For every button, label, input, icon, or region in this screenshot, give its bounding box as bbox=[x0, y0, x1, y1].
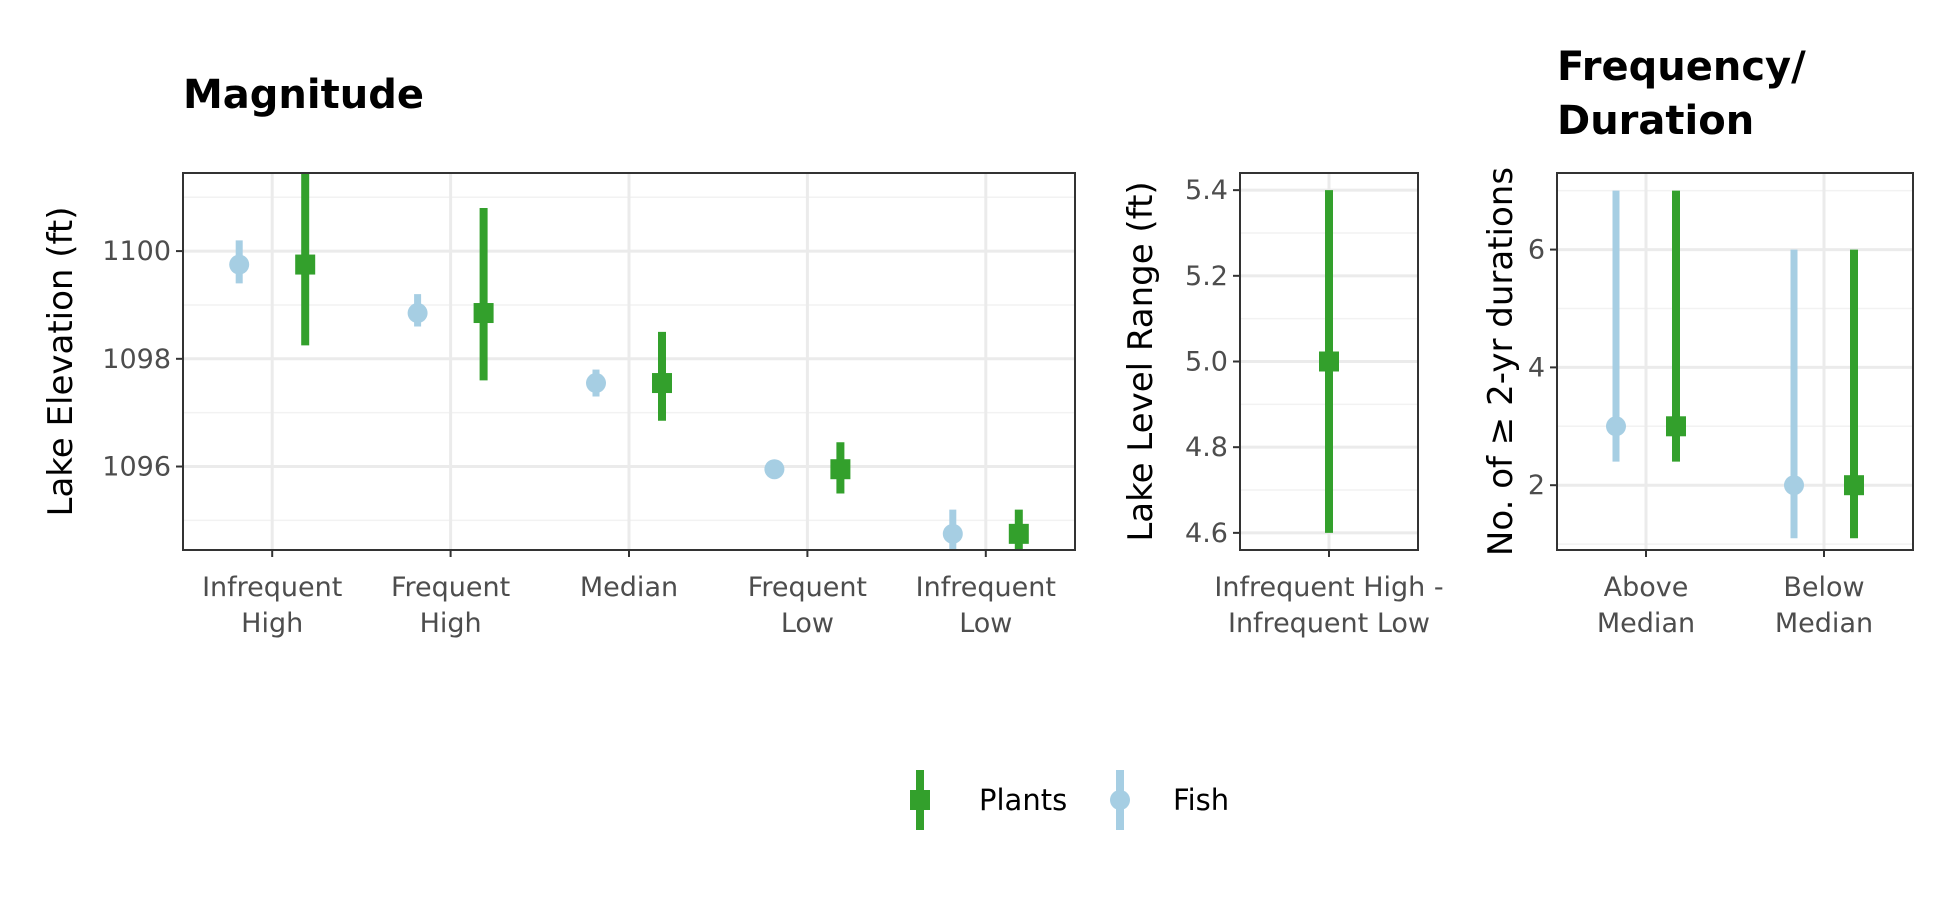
text-line: Median bbox=[1597, 608, 1695, 639]
x-tick-label: Infrequent High - Infrequent Low bbox=[1214, 572, 1443, 639]
x-tick-label: Frequent High bbox=[391, 572, 510, 639]
legend-item-fish: Fish bbox=[1110, 770, 1229, 830]
x-tick-label: Median bbox=[580, 572, 678, 603]
fish-point bbox=[586, 373, 606, 394]
plants-point bbox=[652, 373, 672, 394]
plants-point bbox=[1844, 475, 1864, 496]
y-tick-label: 1100 bbox=[102, 236, 171, 267]
y-tick-label: 4 bbox=[1528, 352, 1545, 383]
fish-point bbox=[407, 303, 428, 324]
x-tick-label: Below Median bbox=[1775, 572, 1873, 639]
text-line: Infrequent High - bbox=[1214, 572, 1443, 603]
y-axis-title: Lake Level Range (ft) bbox=[1121, 181, 1161, 541]
plants-point bbox=[473, 303, 494, 324]
y-tick-label: 2 bbox=[1528, 470, 1545, 501]
text-line: Duration bbox=[1557, 98, 1754, 144]
y-tick-label: 1096 bbox=[102, 452, 171, 483]
fish-point bbox=[942, 523, 963, 544]
text-line: Low bbox=[781, 608, 834, 639]
text-line: Magnitude bbox=[183, 72, 424, 118]
plants-point bbox=[295, 254, 316, 275]
y-tick-label: 1098 bbox=[102, 344, 171, 375]
plants-point bbox=[1666, 416, 1686, 437]
text-line: Median bbox=[580, 572, 678, 603]
text-line: Infrequent bbox=[916, 572, 1056, 603]
panel-border bbox=[1556, 172, 1914, 551]
text-line: Above bbox=[1604, 572, 1689, 603]
text-line: High bbox=[420, 608, 482, 639]
legend-label: Fish bbox=[1173, 783, 1229, 817]
text-line: Below bbox=[1783, 572, 1864, 603]
y-tick-label: 4.8 bbox=[1185, 432, 1228, 463]
text-line: Frequency/ bbox=[1557, 44, 1806, 90]
legend-key-square bbox=[910, 790, 930, 810]
x-tick-label: Above Median bbox=[1597, 572, 1695, 639]
fish-point bbox=[1784, 475, 1804, 496]
plants-point bbox=[1319, 351, 1339, 372]
fish-point bbox=[229, 254, 250, 275]
y-tick-label: 4.6 bbox=[1185, 518, 1228, 549]
legend-label: Plants bbox=[979, 783, 1067, 817]
text-line: Frequent bbox=[748, 572, 867, 603]
y-axis-title: Lake Elevation (ft) bbox=[41, 207, 81, 517]
legend-item-plants: Plants bbox=[910, 770, 1067, 830]
x-tick-label: Infrequent High bbox=[202, 572, 342, 639]
series-plants bbox=[1319, 190, 1339, 533]
text-line: Infrequent Low bbox=[1228, 608, 1430, 639]
text-line: High bbox=[241, 608, 303, 639]
legend: Plants Fish bbox=[910, 770, 1229, 830]
y-axis-title: No. of ≥ 2-yr durations bbox=[1481, 167, 1521, 556]
fish-point bbox=[764, 459, 785, 480]
y-tick-label: 5.0 bbox=[1185, 347, 1228, 378]
series-plants bbox=[295, 173, 1029, 550]
panel-1: 1096 1098 1100 Infrequent High Frequent High Me… bbox=[41, 72, 1076, 639]
text-line: Frequent bbox=[391, 572, 510, 603]
plants-point bbox=[1008, 523, 1029, 544]
y-tick-label: 5.2 bbox=[1185, 261, 1228, 292]
y-tick-label: 5.4 bbox=[1185, 175, 1228, 206]
text-line: Infrequent bbox=[202, 572, 342, 603]
series-fish bbox=[229, 240, 963, 550]
text-line: Low bbox=[959, 608, 1012, 639]
panels: 1096 1098 1100 Infrequent High Frequent High Me… bbox=[41, 44, 1914, 639]
panel-title: Magnitude bbox=[183, 72, 424, 118]
plants-point bbox=[830, 459, 851, 480]
y-tick-label: 6 bbox=[1528, 235, 1545, 266]
panel-title: Frequency/Duration bbox=[1557, 44, 1806, 144]
series-fish bbox=[1606, 190, 1804, 539]
legend-key-circle bbox=[1110, 790, 1130, 810]
x-tick-label: Frequent Low bbox=[748, 572, 867, 639]
text-line: Median bbox=[1775, 608, 1873, 639]
x-tick-label: Infrequent Low bbox=[916, 572, 1056, 639]
series-plants bbox=[1666, 190, 1864, 539]
fish-point bbox=[1606, 416, 1626, 437]
panel-3: 2 4 6 Above Median Below Median No. of ≥ 2-yr d… bbox=[1481, 44, 1914, 639]
